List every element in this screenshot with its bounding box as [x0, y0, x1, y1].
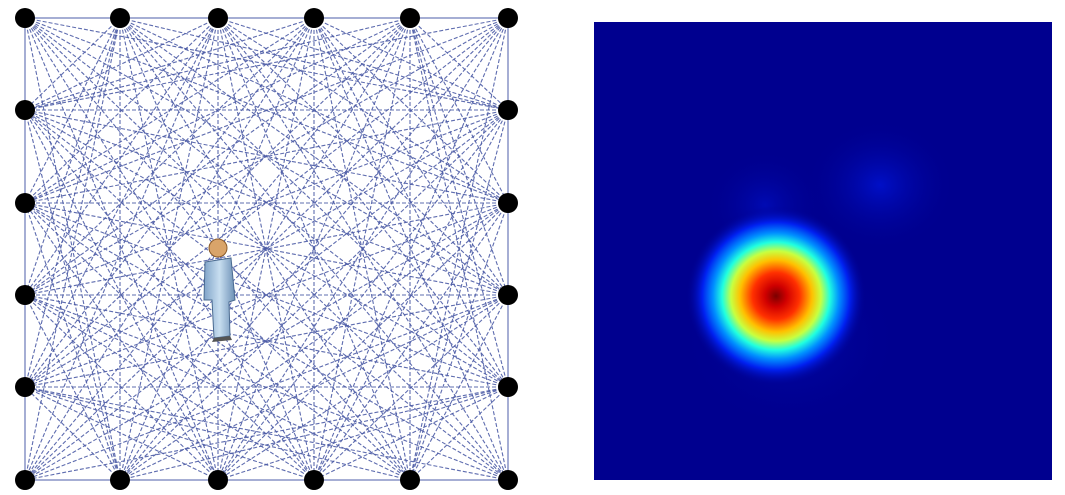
person-icon	[203, 238, 236, 342]
link	[119, 109, 509, 481]
link	[24, 202, 121, 481]
link	[313, 386, 509, 481]
link	[24, 109, 509, 481]
link	[24, 109, 509, 481]
sensor-node	[304, 470, 324, 490]
link	[24, 202, 219, 481]
link	[313, 17, 509, 481]
link	[313, 202, 509, 481]
sensor-node	[110, 8, 130, 28]
person-head	[208, 238, 228, 258]
heatmap	[594, 22, 1052, 480]
link	[24, 17, 121, 111]
sensor-node	[15, 193, 35, 213]
link	[24, 294, 219, 481]
heatmap-glow	[805, 120, 955, 250]
link	[409, 109, 509, 481]
link	[409, 17, 509, 388]
sensor-node	[15, 8, 35, 28]
link	[24, 109, 121, 481]
link	[24, 202, 509, 296]
link	[24, 109, 315, 481]
link	[24, 17, 219, 481]
sensor-node	[15, 377, 35, 397]
sensor-node	[400, 8, 420, 28]
link	[24, 17, 315, 111]
link	[24, 386, 121, 481]
person-body	[203, 257, 236, 339]
link	[409, 17, 509, 111]
link	[24, 202, 411, 481]
link	[217, 386, 509, 481]
sensor-node	[304, 8, 324, 28]
link	[24, 386, 509, 481]
sensor-node	[400, 470, 420, 490]
link	[24, 17, 509, 111]
link	[24, 17, 411, 296]
sensor-node	[15, 100, 35, 120]
link	[119, 17, 315, 481]
sensor-node	[498, 470, 518, 490]
sensor-node	[208, 8, 228, 28]
link	[24, 17, 509, 481]
link	[119, 17, 509, 481]
link	[24, 202, 315, 481]
link	[409, 386, 509, 481]
sensor-node	[110, 470, 130, 490]
link	[24, 109, 219, 481]
link	[24, 386, 509, 481]
sensor-node	[498, 285, 518, 305]
sensor-node	[498, 8, 518, 28]
link	[24, 17, 219, 481]
link	[313, 17, 509, 388]
link	[24, 294, 509, 481]
link	[24, 386, 411, 481]
link	[119, 17, 315, 481]
link	[119, 386, 509, 481]
link	[24, 386, 219, 481]
link-layer	[24, 17, 509, 481]
link	[24, 17, 121, 388]
sensor-node	[498, 377, 518, 397]
link	[24, 294, 121, 481]
person-feet	[212, 336, 232, 342]
link	[24, 17, 121, 296]
sensor-node	[498, 193, 518, 213]
sensor-node	[498, 100, 518, 120]
link	[24, 109, 509, 204]
heatmap-hotspot	[686, 206, 866, 386]
link	[24, 109, 509, 296]
sensor-node	[15, 470, 35, 490]
link	[24, 109, 509, 388]
link	[24, 202, 509, 388]
link	[24, 294, 509, 388]
area-border	[24, 17, 509, 481]
link	[217, 17, 411, 481]
sensor-node	[15, 285, 35, 305]
link	[217, 202, 509, 481]
sensor-node	[208, 470, 228, 490]
node-layer	[15, 8, 518, 490]
link	[409, 17, 509, 481]
link	[119, 202, 509, 481]
